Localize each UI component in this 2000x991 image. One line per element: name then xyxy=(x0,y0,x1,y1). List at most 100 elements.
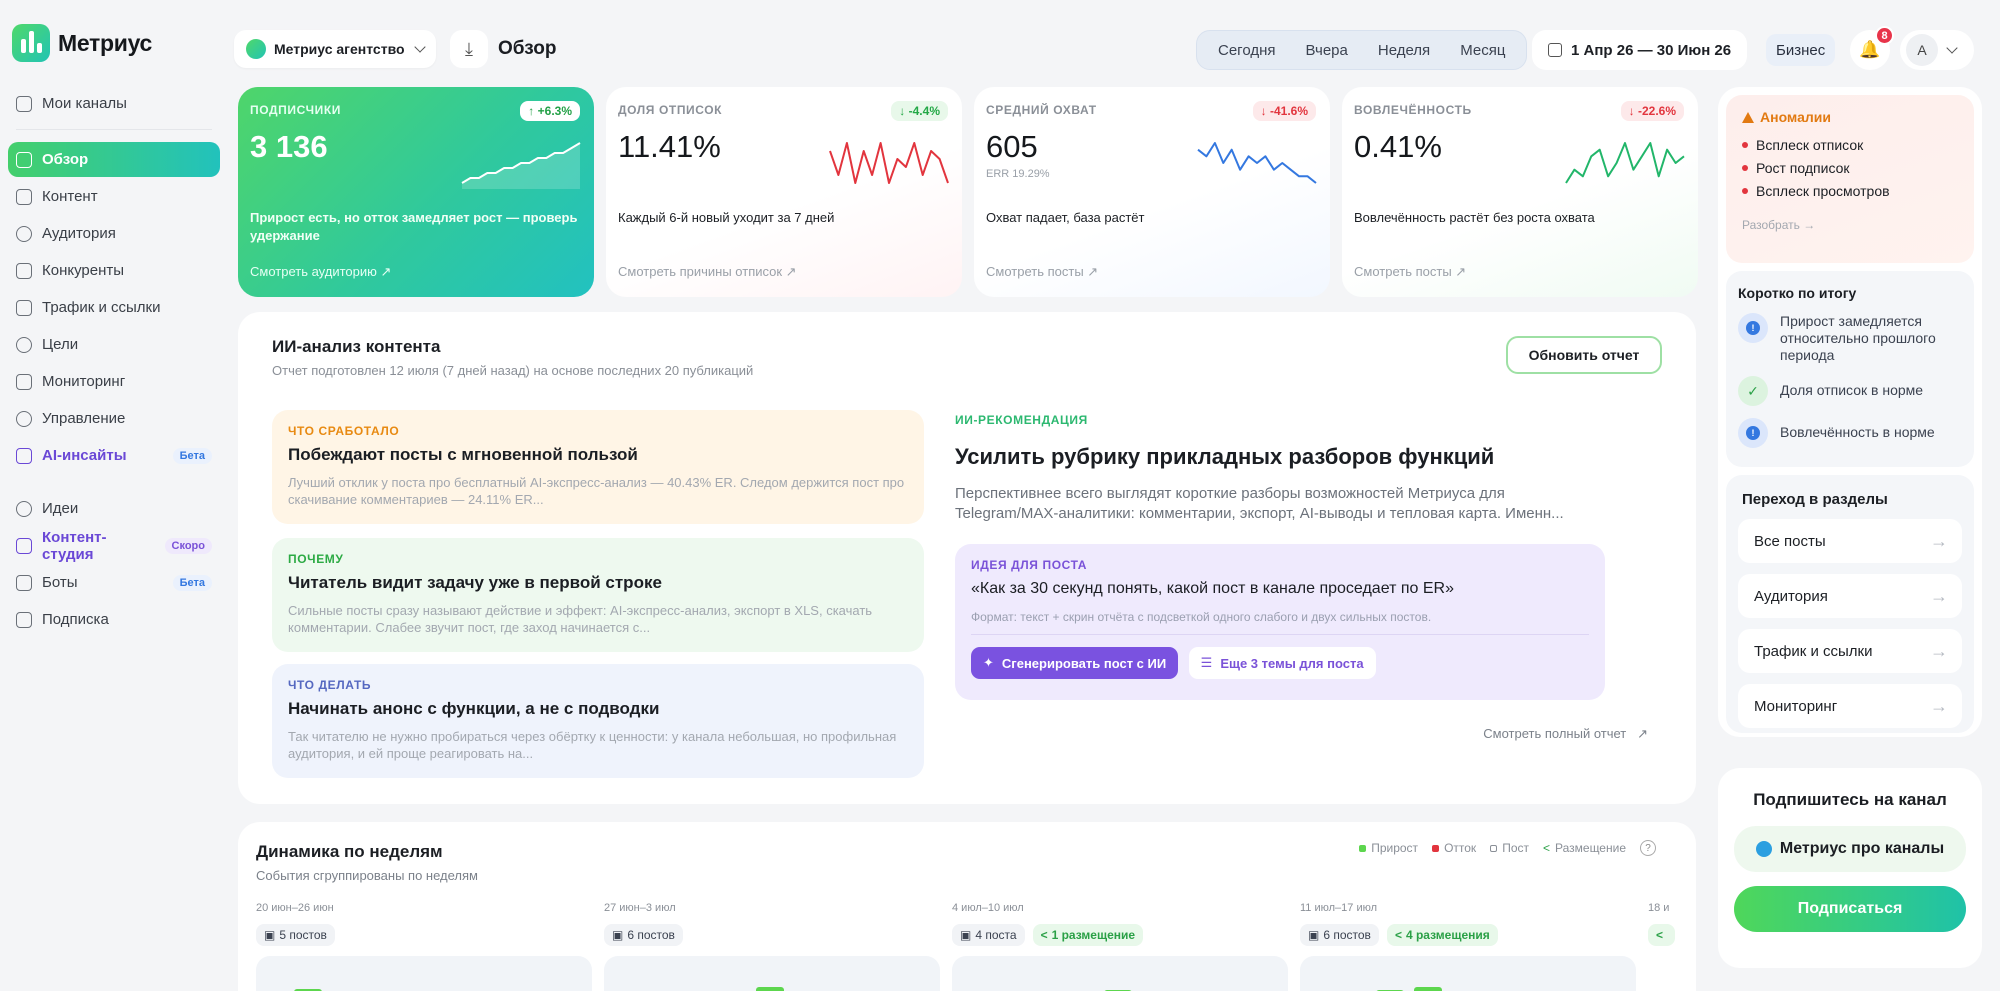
logo[interactable]: Метриус xyxy=(8,20,220,66)
sidebar-item-ai-insights[interactable]: AI-инсайты Бета xyxy=(8,438,220,473)
full-report-link[interactable]: Смотреть полный отчет ↗ xyxy=(1483,726,1648,742)
analyze-anomalies-link[interactable]: Разобрать → xyxy=(1742,218,1816,232)
sidebar-item-goals[interactable]: Цели xyxy=(8,327,220,362)
download-button[interactable]: ⤓ xyxy=(450,30,488,68)
kpi-value: 605 xyxy=(986,129,1038,164)
insight-tag: Что делать xyxy=(288,678,372,692)
kpi-engagement[interactable]: Вовлечённость ↓ -22.6% 0.41% Вовлечённость … xyxy=(1342,87,1698,297)
bell-icon: 🔔 xyxy=(1859,40,1881,59)
help-icon[interactable]: ? xyxy=(1640,840,1656,856)
posts-count-pill: ▣ 6 постов xyxy=(604,924,683,946)
kpi-label: Вовлечённость xyxy=(1354,103,1472,117)
week-column: 27 июн–3 июл ▣ 6 постов xyxy=(604,902,940,991)
account-select[interactable]: Метриус агентство xyxy=(234,30,436,68)
week-column: 11 июл–17 июл ▣ 6 постов <4 размещения xyxy=(1300,902,1636,991)
overview-icon xyxy=(16,151,32,168)
info-icon: ! xyxy=(1738,313,1768,343)
download-icon: ⤓ xyxy=(465,38,473,59)
kpi-avg-reach[interactable]: Средний охват ↓ -41.6% 605 ERR 19.29% Охват … xyxy=(974,87,1330,297)
sidebar: Метриус Мои каналы Обзор Контент Аудитория К… xyxy=(0,0,228,991)
divider xyxy=(16,129,212,130)
kpi-subscribers[interactable]: Подписчики ↑ +6.3% 3 136 Прирост есть, но о… xyxy=(238,87,594,297)
summary-title: Коротко по итогу xyxy=(1738,285,1857,301)
sidebar-item-content[interactable]: Контент xyxy=(8,179,220,214)
growth-bar[interactable] xyxy=(756,987,784,991)
legend-growth: Прирост xyxy=(1359,841,1418,855)
week-column: 18 и < xyxy=(1648,902,1696,946)
legend-churn: Отток xyxy=(1432,841,1476,855)
period-tabs: Сегодня Вчера Неделя Месяц xyxy=(1196,30,1528,70)
subscribe-button[interactable]: Подписаться xyxy=(1734,886,1966,932)
bot-icon xyxy=(16,574,32,591)
page-title: Обзор xyxy=(498,38,557,59)
growth-bar[interactable] xyxy=(1414,987,1442,991)
sidebar-item-label: Идеи xyxy=(42,500,79,517)
insight-what-worked: Что сработало Побеждают посты с мгновенн… xyxy=(272,410,924,524)
tab-yesterday[interactable]: Вчера xyxy=(1305,41,1348,59)
sidebar-item-traffic[interactable]: Трафик и ссылки xyxy=(8,290,220,325)
ai-analysis-title: ИИ-анализ контента xyxy=(272,337,441,356)
week-column: 20 июн–26 июн ▣ 5 постов xyxy=(256,902,592,991)
anomalies-title: Аномалии xyxy=(1742,109,1958,125)
legend-placement: < Размещение xyxy=(1542,841,1626,855)
jump-audience[interactable]: Аудитория → xyxy=(1738,574,1962,618)
sidebar-item-content-studio[interactable]: Контент-студия Скоро xyxy=(8,528,220,563)
kpi-unsubscribe-rate[interactable]: Доля отписок ↓ -4.4% 11.41% Каждый 6-й новы… xyxy=(606,87,962,297)
sidebar-item-label: Обзор xyxy=(42,151,89,168)
plan-badge[interactable]: Бизнес xyxy=(1766,34,1836,66)
generate-post-button[interactable]: ✦ Сгенерировать пост с ИИ xyxy=(971,647,1179,679)
content-icon xyxy=(16,188,32,205)
user-menu[interactable]: А xyxy=(1900,30,1974,70)
sidebar-item-monitoring[interactable]: Мониторинг xyxy=(8,364,220,399)
ai-analysis-subtitle: Отчет подготовлен 12 июля (7 дней назад)… xyxy=(272,363,754,378)
kpi-link[interactable]: Смотреть аудиторию ↗ xyxy=(250,264,392,279)
kpi-link[interactable]: Смотреть посты ↗ xyxy=(986,264,1099,279)
sidebar-item-competitors[interactable]: Конкуренты xyxy=(8,253,220,288)
sparkline xyxy=(461,142,581,189)
kpi-link[interactable]: Смотреть посты ↗ xyxy=(1354,264,1467,279)
grid-icon xyxy=(16,95,32,112)
anomalies-card: Аномалии Всплеск отписок Рост подписок В… xyxy=(1726,95,1974,263)
jump-all-posts[interactable]: Все посты → xyxy=(1738,519,1962,563)
sidebar-item-subscription[interactable]: Подписка xyxy=(8,602,220,637)
post-idea-card: Идея для поста «Как за 30 секунд понять,… xyxy=(955,544,1605,700)
sidebar-item-management[interactable]: Управление xyxy=(8,401,220,436)
post-idea-tag: Идея для поста xyxy=(971,558,1088,572)
more-topics-button[interactable]: ☰ Еще 3 темы для поста xyxy=(1188,647,1376,679)
recommendation-body: Перспективнее всего выглядят короткие ра… xyxy=(955,485,1564,522)
kpi-link[interactable]: Смотреть причины отписок ↗ xyxy=(618,264,797,279)
insight-why: Почему Читатель видит задачу уже в перво… xyxy=(272,538,924,652)
bell-icon xyxy=(16,373,32,390)
summary-card: Коротко по итогу ! Прирост замедляется о… xyxy=(1726,271,1974,467)
tab-month[interactable]: Месяц xyxy=(1460,41,1506,59)
jump-traffic[interactable]: Трафик и ссылки → xyxy=(1738,629,1962,673)
sidebar-item-bots[interactable]: Боты Бета xyxy=(8,565,220,600)
arrow-right-icon: → xyxy=(1930,640,1948,661)
posts-count-pill: ▣ 4 поста xyxy=(952,924,1025,946)
divider xyxy=(971,634,1589,635)
kpi-value: 0.41% xyxy=(1354,129,1442,164)
date-range-picker[interactable]: 1 Апр 26 — 30 Июн 26 xyxy=(1532,30,1748,70)
arrow-up-right-icon: ↗ xyxy=(1629,726,1648,741)
telegram-icon xyxy=(1755,841,1772,857)
sidebar-item-overview[interactable]: Обзор xyxy=(8,142,220,177)
sidebar-item-channels[interactable]: Мои каналы xyxy=(8,86,220,121)
channel-link[interactable]: Метриус про каналы xyxy=(1734,826,1966,872)
recommendation-tag: ИИ-рекомендация xyxy=(955,413,1088,427)
growth-bar[interactable] xyxy=(294,989,322,991)
refresh-report-button[interactable]: Обновить отчет xyxy=(1506,336,1662,374)
notifications-button[interactable]: 🔔 8 xyxy=(1850,26,1894,70)
check-icon: ✓ xyxy=(1738,376,1768,406)
list-icon: ☰ xyxy=(1200,655,1213,670)
sidebar-item-audience[interactable]: Аудитория xyxy=(8,216,220,251)
tab-today[interactable]: Сегодня xyxy=(1218,41,1276,59)
tab-week[interactable]: Неделя xyxy=(1377,41,1431,59)
week-date-range: 4 июл–10 июл xyxy=(952,902,1024,914)
kpi-change-badge: ↓ -22.6% xyxy=(1620,101,1684,121)
sidebar-item-ideas[interactable]: Идеи xyxy=(8,491,220,526)
posts-count-pill: ▣ 6 постов xyxy=(1300,924,1379,946)
jump-monitoring[interactable]: Мониторинг → xyxy=(1738,684,1962,728)
logo-icon xyxy=(12,24,50,62)
sidebar-item-label: Контент-студия xyxy=(42,528,107,563)
summary-item: ! Вовлечённость в норме xyxy=(1738,418,1962,448)
